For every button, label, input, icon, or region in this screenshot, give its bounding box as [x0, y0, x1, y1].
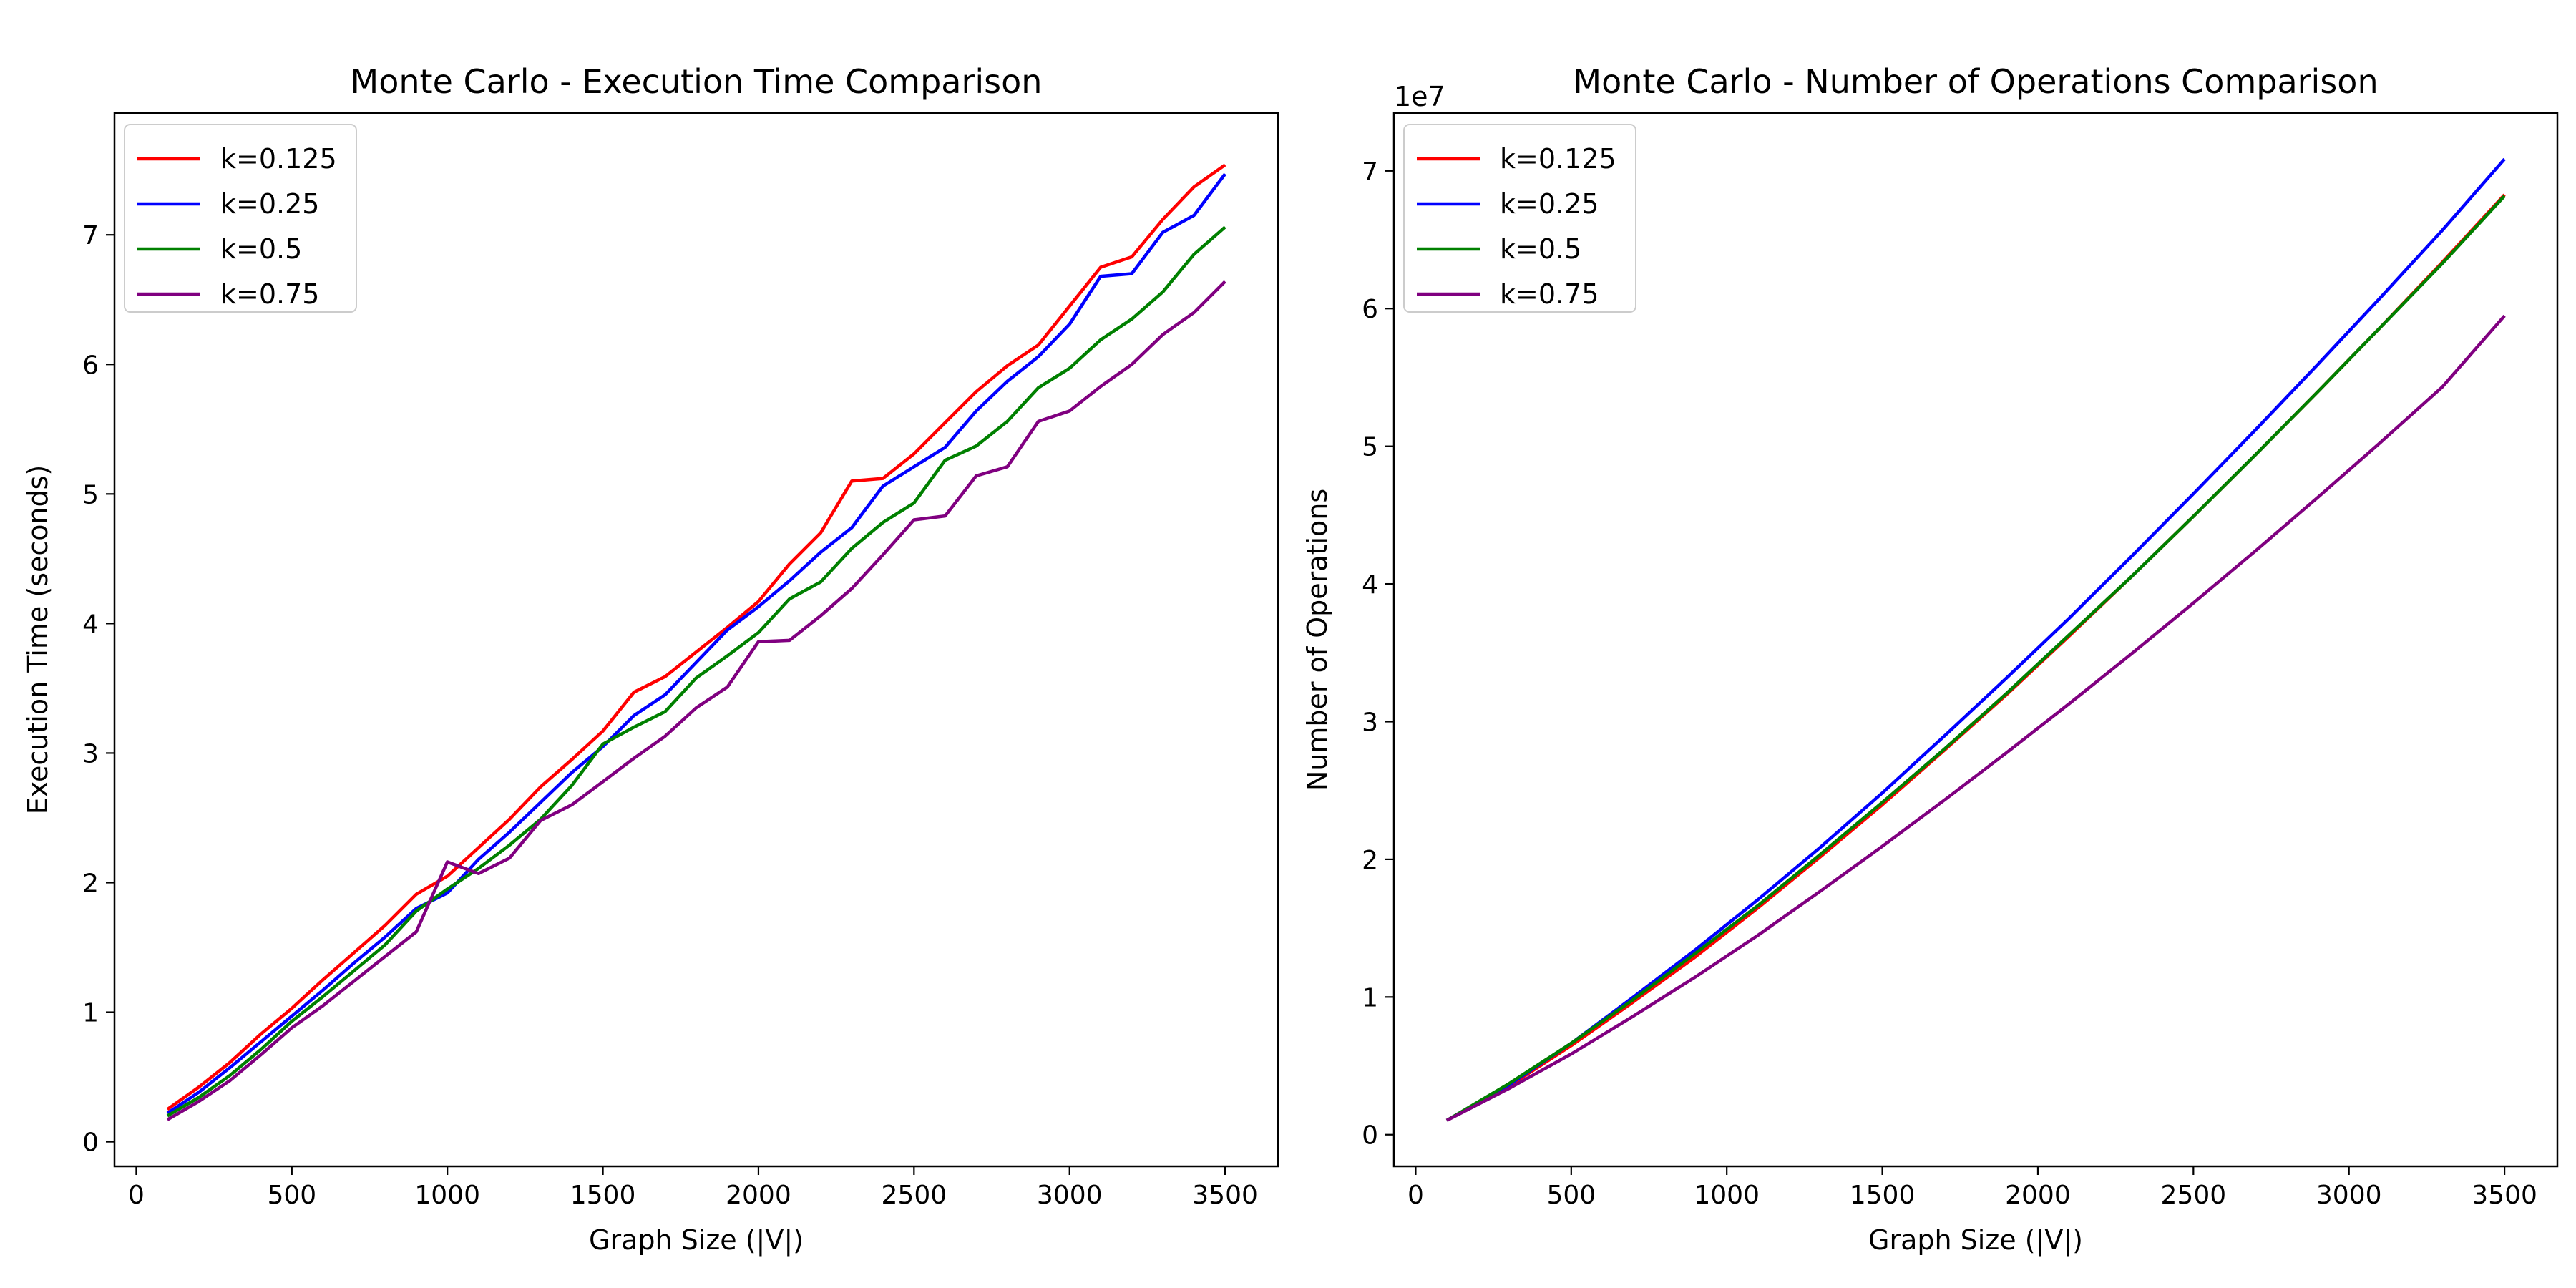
x-tick-label: 1500 — [570, 1181, 636, 1210]
x-tick-label: 2000 — [2005, 1181, 2071, 1210]
y-tick-label: 1 — [82, 999, 99, 1028]
operations-chart: Monte Carlo - Number of Operations Compa… — [1302, 62, 2559, 1257]
y-tick-label: 3 — [1362, 708, 1378, 737]
y-tick-label: 4 — [1362, 570, 1378, 600]
x-tick-label: 3500 — [2472, 1181, 2537, 1210]
plot-area-frame — [1392, 112, 2559, 1168]
chart-title: Monte Carlo - Execution Time Comparison — [351, 62, 1043, 101]
x-axis-label: Graph Size (|V|) — [1868, 1224, 2083, 1257]
x-tick-label: 3500 — [1192, 1181, 1258, 1210]
x-tick-label: 1000 — [414, 1181, 480, 1210]
chart-title: Monte Carlo - Number of Operations Compa… — [1573, 62, 2378, 101]
y-tick-label: 0 — [82, 1128, 99, 1158]
y-tick-label: 4 — [82, 610, 99, 639]
y-tick-label: 6 — [1362, 295, 1378, 324]
series-line-k-0-25 — [166, 172, 1226, 1115]
legend: k=0.125 k=0.25 k=0.5 k=0.75 — [1403, 124, 1636, 313]
y-axis-offset-label: 1e7 — [1394, 81, 1445, 112]
series-line-k-0-75 — [166, 280, 1226, 1121]
y-tick-label: 2 — [82, 869, 99, 898]
y-tick-label: 2 — [1362, 846, 1378, 875]
legend-label: k=0.125 — [220, 143, 337, 175]
y-tick-label: 3 — [82, 739, 99, 769]
legend-label: k=0.125 — [1500, 143, 1616, 175]
y-tick-label: 6 — [82, 351, 99, 380]
series-line-k-0-5 — [1445, 195, 2506, 1122]
series-line-k-0-125 — [166, 163, 1226, 1111]
y-tick-label: 5 — [82, 480, 99, 509]
x-tick-label: 3000 — [2316, 1181, 2382, 1210]
legend-label: k=0.75 — [1500, 278, 1599, 310]
x-tick-label: 2500 — [882, 1181, 947, 1210]
y-tick-label: 7 — [1362, 157, 1378, 187]
legend-label: k=0.5 — [1500, 233, 1581, 265]
y-axis-label: Execution Time (seconds) — [22, 465, 54, 815]
y-tick-label: 1 — [1362, 983, 1378, 1013]
x-tick-label: 500 — [267, 1181, 316, 1210]
x-axis-label: Graph Size (|V|) — [589, 1224, 804, 1257]
series-line-k-0-25 — [1445, 157, 2506, 1122]
y-tick-label: 5 — [1362, 433, 1378, 462]
series-line-k-0-5 — [166, 225, 1226, 1118]
x-tick-label: 2500 — [2161, 1181, 2227, 1210]
legend-label: k=0.5 — [220, 233, 302, 265]
legend-label: k=0.75 — [220, 278, 319, 310]
y-tick-label: 7 — [82, 221, 99, 250]
legend-box — [124, 124, 357, 313]
series-line-k-0-75 — [1445, 314, 2506, 1122]
y-tick-label: 0 — [1362, 1121, 1378, 1151]
x-tick-label: 1500 — [1850, 1181, 1916, 1210]
legend-label: k=0.25 — [1500, 188, 1599, 220]
x-tick-label: 3000 — [1037, 1181, 1103, 1210]
legend-box — [1403, 124, 1636, 313]
x-tick-label: 1000 — [1694, 1181, 1760, 1210]
execution-time-chart: Monte Carlo - Execution Time Comparison 0… — [22, 62, 1279, 1257]
legend-label: k=0.25 — [220, 188, 319, 220]
plot-area-frame — [113, 112, 1279, 1168]
legend: k=0.125 k=0.25 k=0.5 k=0.75 — [124, 124, 357, 313]
x-tick-label: 0 — [1407, 1181, 1424, 1210]
x-tick-label: 0 — [128, 1181, 145, 1210]
x-tick-label: 500 — [1546, 1181, 1596, 1210]
x-tick-label: 2000 — [726, 1181, 791, 1210]
y-axis-label: Number of Operations — [1302, 489, 1333, 791]
